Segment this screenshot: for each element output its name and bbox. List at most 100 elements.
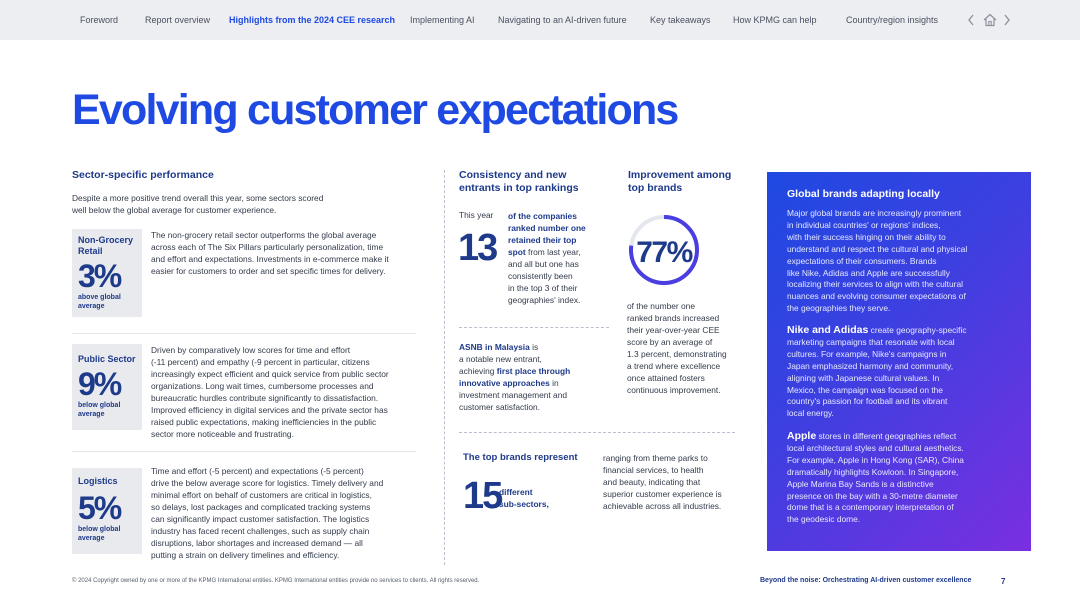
stat-value: 9% <box>78 366 122 402</box>
text-span: Apple <box>787 430 817 442</box>
chevron-right-icon[interactable] <box>1002 11 1012 29</box>
text-line: spot from last year, <box>508 246 608 258</box>
text-line: ranging from theme parks to <box>603 453 708 463</box>
text-span: from last year, <box>525 247 581 257</box>
text-line: ASNB in Malaysia is <box>459 341 609 353</box>
top-brands-heading: The top brands represent <box>463 452 578 463</box>
nav-highlights[interactable]: Highlights from the 2024 CEE research <box>229 15 396 25</box>
improvement-heading: Improvement among top brands <box>628 169 758 195</box>
text-line: Improved efficiency in digital services … <box>151 405 388 415</box>
consistency-heading: Consistency and new entrants in top rank… <box>459 169 609 195</box>
text-line: disruptions, labor shortages and increas… <box>151 538 363 548</box>
stat-note: below global average <box>78 401 136 419</box>
stat-box-public-sector: Public Sector 9% below global average <box>72 344 142 430</box>
text-span: innovative approaches <box>459 378 550 388</box>
text-line: retained their top <box>508 235 577 245</box>
text-line: the geodesic dome. <box>787 514 861 525</box>
panel-title: Global brands adapting locally <box>787 188 940 200</box>
consistency-value: 13 <box>458 227 498 269</box>
nav-foreword[interactable]: Foreword <box>80 15 119 25</box>
this-year-label: This year <box>459 210 494 220</box>
text-line: minimal effort on behalf of customers ar… <box>151 490 372 500</box>
asnb-text: ASNB in Malaysia is a notable new entran… <box>459 341 609 413</box>
stat-category: Logistics <box>78 476 136 487</box>
text-line: below global <box>78 402 121 409</box>
panel-paragraph-2: Nike and Adidas create geography-specifi… <box>787 324 1017 420</box>
nav-report-overview[interactable]: Report overview <box>145 15 211 25</box>
top-brands-value: 15 <box>463 475 503 517</box>
stat-value: 5% <box>78 490 122 526</box>
text-line: Nike and Adidas create geography-specifi… <box>787 324 1017 337</box>
text-span: in <box>549 378 559 388</box>
gauge-fill <box>629 215 699 285</box>
text-line: below global <box>78 526 121 533</box>
text-line: score by an average of <box>627 337 713 347</box>
divider <box>72 451 416 452</box>
text-line: customer satisfaction. <box>459 402 540 412</box>
text-line: financial services, to health <box>603 465 704 475</box>
text-line: of the number one <box>627 301 695 311</box>
improvement-gauge: 77% <box>629 215 699 285</box>
text-line: average <box>78 411 105 418</box>
stat-category: Public Sector <box>78 354 136 365</box>
text-line: above global <box>78 294 121 301</box>
text-span: create geography-specific <box>868 325 967 335</box>
stat-category: Non-Grocery Retail <box>78 235 136 257</box>
text-line: ranked brands increased <box>627 313 720 323</box>
text-line: Despite a more positive trend overall th… <box>72 193 324 203</box>
nav-country-region-insights[interactable]: Country/region insights <box>846 15 939 25</box>
top-navigation: Foreword Report overview Highlights from… <box>0 0 1080 40</box>
divider <box>72 333 416 334</box>
text-line: raised public expectations, making ineff… <box>151 417 377 427</box>
copyright-notice: © 2024 Copyright owned by one or more of… <box>72 578 480 584</box>
text-line: across each of The Six Pillars particula… <box>151 242 384 252</box>
chevron-left-icon[interactable] <box>966 11 976 29</box>
home-icon[interactable] <box>981 11 999 29</box>
text-line: Logistics <box>78 476 118 486</box>
text-line: innovative approaches in <box>459 377 609 389</box>
nav-how-kpmg-can-help[interactable]: How KPMG can help <box>733 15 817 25</box>
text-line: local energy. <box>787 408 834 419</box>
text-line: (-11 percent) and empathy (-9 percent in… <box>151 357 370 367</box>
top-brands-text: ranging from theme parks to financial se… <box>603 452 753 512</box>
improvement-value: 77% <box>636 236 692 269</box>
text-span: is <box>529 342 539 352</box>
text-line: presence on the bay with a 30-metre diam… <box>787 490 958 501</box>
text-line: entrants in top rankings <box>459 182 579 194</box>
stat-note: below global average <box>78 525 136 543</box>
panel-paragraph-1: Major global brands are increasingly pro… <box>787 208 1017 315</box>
text-line: increasingly expect efficient and quick … <box>151 369 389 379</box>
text-line: a notable new entrant, <box>459 354 542 364</box>
text-span: spot <box>508 247 526 257</box>
sector-heading: Sector-specific performance <box>72 169 214 181</box>
text-line: and beauty, indicating that <box>603 477 701 487</box>
text-line: like Nike, Adidas and Apple are successf… <box>787 267 950 278</box>
text-line: and effort and expectations. Investments… <box>151 254 389 264</box>
text-line: industry has faced recent challenges, su… <box>151 526 370 536</box>
stat-value: 3% <box>78 258 122 294</box>
text-span: achieving <box>459 366 497 376</box>
text-line: in the top 3 of their <box>508 283 578 293</box>
divider <box>459 432 735 433</box>
improvement-text: of the number one ranked brands increase… <box>627 300 752 396</box>
text-line: understand and respect the cultural and … <box>787 243 968 254</box>
nav-controls <box>966 11 1016 29</box>
text-line: Improvement among <box>628 169 732 181</box>
text-line: different <box>499 487 533 497</box>
text-line: once attained fosters <box>627 373 705 383</box>
text-line: Public Sector <box>78 354 136 364</box>
global-brands-panel: Global brands adapting locally Major glo… <box>767 172 1031 551</box>
nav-navigating-ai-future[interactable]: Navigating to an AI-driven future <box>498 15 627 25</box>
text-line: continuous improvement. <box>627 385 721 395</box>
text-line: drive the below average score for logist… <box>151 478 384 488</box>
text-line: Non-Grocery <box>78 235 134 245</box>
nav-key-takeaways[interactable]: Key takeaways <box>650 15 711 25</box>
text-line: Major global brands are increasingly pro… <box>787 208 962 218</box>
text-line: the geographies they serve. <box>787 303 891 314</box>
text-line: in individual countries' or regions' ind… <box>787 219 941 230</box>
text-line: geographies' index. <box>508 295 581 305</box>
nav-implementing-ai[interactable]: Implementing AI <box>410 15 475 25</box>
sector-text-non-grocery-retail: The non-grocery retail sector outperform… <box>151 229 423 277</box>
divider <box>459 327 609 328</box>
sector-text-logistics: Time and effort (-5 percent) and expecta… <box>151 465 423 561</box>
